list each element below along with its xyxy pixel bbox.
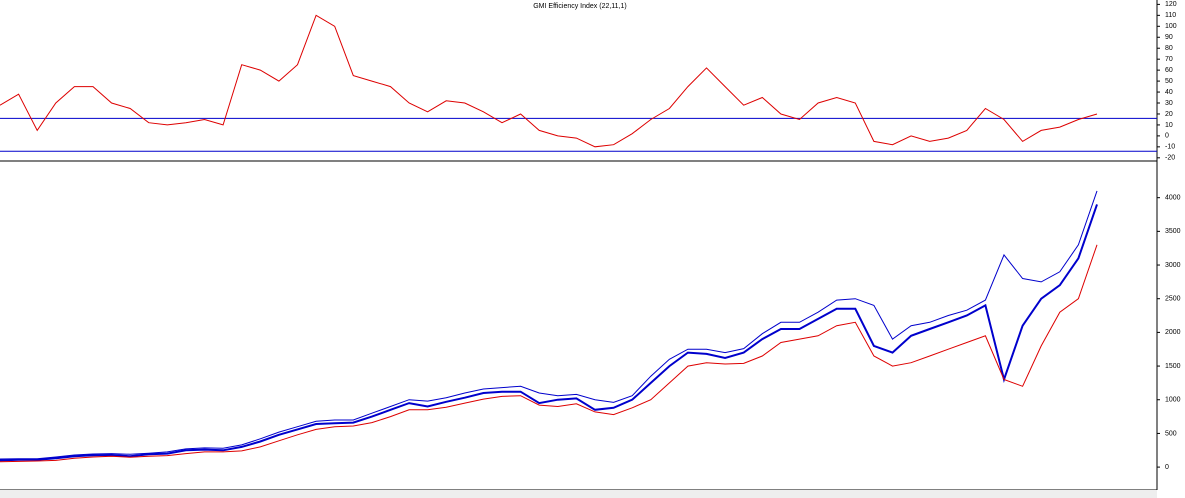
y-tick-label: 3000 [1165, 262, 1181, 269]
y-tick-label: 0 [1165, 133, 1169, 140]
y-tick-label: 500 [1165, 430, 1177, 437]
y-tick-label: 1000 [1165, 397, 1181, 404]
series-line [0, 204, 1098, 462]
y-tick-label: 120 [1165, 1, 1177, 8]
y-tick-label: 110 [1165, 12, 1176, 19]
y-tick-label: 60 [1165, 67, 1173, 74]
y-tick-label: 70 [1165, 56, 1173, 63]
y-tick-label: 3500 [1165, 228, 1181, 235]
y-tick-label: 1500 [1165, 363, 1181, 370]
y-tick-label: 30 [1165, 100, 1173, 107]
y-tick-label: 20 [1165, 111, 1173, 118]
y-tick-label: 2000 [1165, 329, 1181, 336]
y-tick-label: 4000 [1165, 195, 1181, 202]
y-tick-label: 80 [1165, 45, 1173, 52]
y-tick-label: 0 [1165, 464, 1169, 471]
y-tick-label: 50 [1165, 78, 1173, 85]
series-line [0, 244, 1098, 463]
y-tick-label: -20 [1165, 155, 1175, 162]
y-tick-label: 2500 [1165, 296, 1181, 303]
chart-title: GMI Efficiency Index (22,11,1) [533, 3, 627, 10]
y-tick-label: 100 [1165, 23, 1177, 30]
y-tick-label: 10 [1165, 122, 1173, 129]
y-tick-label: 90 [1165, 34, 1173, 41]
x-axis-strip [0, 490, 1157, 498]
y-tick-label: -10 [1165, 144, 1175, 151]
y-tick-label: 40 [1165, 89, 1173, 96]
series-line [0, 14, 1098, 148]
series-line [0, 190, 1098, 460]
